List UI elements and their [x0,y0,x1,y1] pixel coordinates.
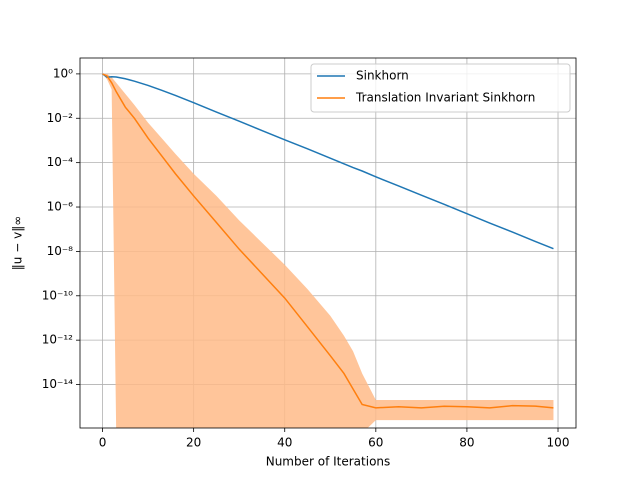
x-axis-label: Number of Iterations [266,455,391,469]
y-tick-label: 10⁻⁶ [47,200,74,214]
plot-area [80,58,576,428]
x-tick-label: 80 [459,436,474,450]
x-tick-label: 60 [368,436,383,450]
y-tick-label: 10⁻¹⁴ [42,377,73,391]
y-tick-label: 10⁻¹⁰ [42,288,73,302]
y-tick-label: 10⁻⁸ [47,244,74,258]
series-line [102,73,554,250]
legend-label: Translation Invariant Sinkhorn [355,91,535,105]
y-tick-label: 10⁻² [47,111,74,125]
y-tick-label: 10⁻⁴ [47,155,74,169]
confidence-band [102,73,554,428]
y-tick-label: 10⁰ [53,66,73,80]
x-tick-label: 20 [186,436,201,450]
legend-label: Sinkhorn [356,69,409,83]
axes-frame [79,57,577,429]
y-axis-label: ‖u − v‖∞ [11,216,25,270]
x-tick-label: 100 [547,436,570,450]
series-line [102,73,554,409]
x-tick-label: 0 [99,436,107,450]
x-tick-label: 40 [277,436,292,450]
y-tick-label: 10⁻¹² [42,333,73,347]
legend-box [310,63,571,113]
